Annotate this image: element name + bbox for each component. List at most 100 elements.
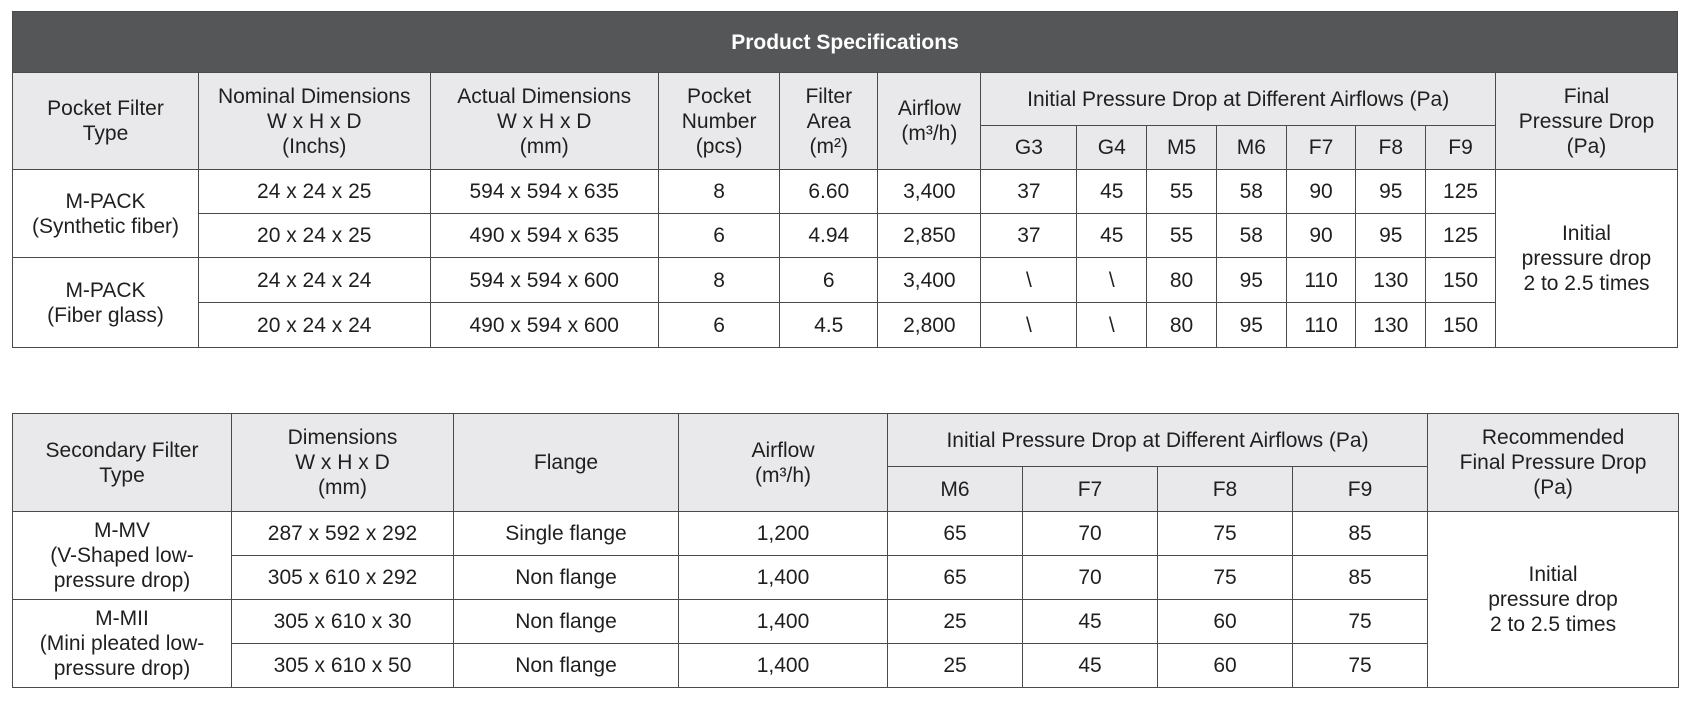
final-pressure-drop-cell: Initial pressure drop 2 to 2.5 times [1494, 169, 1679, 348]
pressure-drop-cell: 58 [1215, 169, 1287, 214]
nominal-dimensions-cell: 20 x 24 x 25 [198, 213, 431, 258]
pressure-drop-cell: 75 [1291, 643, 1429, 688]
table-row: 20 x 24 x 25 490 x 594 x 635 6 4.94 2,85… [13, 213, 1678, 258]
header-grade: F8 [1157, 466, 1293, 512]
pressure-drop-cell: 60 [1157, 643, 1293, 688]
airflow-cell: 1,400 [678, 643, 888, 688]
nominal-dimensions-cell: 24 x 24 x 25 [198, 169, 431, 214]
group-type: M-MV (V-Shaped low- pressure drop) [12, 511, 232, 600]
header-grade: F7 [1285, 125, 1357, 170]
dimensions-cell: 305 x 610 x 50 [231, 643, 454, 688]
table-row: M-PACK (Synthetic fiber) 24 x 24 x 25 59… [12, 169, 1679, 348]
header-pocket-number: Pocket Number (pcs) [657, 72, 781, 170]
actual-dimensions-cell: 490 x 594 x 635 [429, 213, 659, 258]
header-grade: F9 [1291, 466, 1429, 512]
table-row: M-PACK (Fiber glass) 24 x 24 x 24 594 x … [12, 257, 1678, 348]
pressure-drop-cell: 45 [1022, 599, 1158, 644]
flange-cell: Non flange [453, 643, 679, 688]
pressure-drop-cell: 45 [1076, 169, 1148, 214]
header-final-pressure-drop: Recommended Final Pressure Drop (Pa) [1427, 413, 1680, 512]
airflow-cell: 2,850 [877, 213, 982, 258]
flange-cell: Non flange [453, 555, 679, 600]
group-type: M-MII (Mini pleated low- pressure drop) [12, 599, 232, 688]
table-row: 305 x 610 x 292 Non flange 1,400 65 70 7… [13, 555, 1679, 600]
pressure-drop-cell: 75 [1291, 599, 1429, 644]
pressure-drop-cell: 130 [1355, 302, 1427, 348]
secondary-filter-spec-table: Secondary Filter Type Dimensions W x H x… [12, 413, 1680, 688]
table-row: 305 x 610 x 50 Non flange 1,400 25 45 60… [13, 643, 1679, 688]
header-grade: G4 [1076, 125, 1148, 170]
pressure-drop-cell: \ [980, 302, 1078, 348]
pressure-drop-cell: 110 [1285, 302, 1357, 348]
pocket-filter-spec-table: Product Specifications Pocket Filter Typ… [12, 11, 1679, 348]
header-actual-dimensions: Actual Dimensions W x H x D (mm) [429, 72, 659, 170]
header-final-pressure-drop: Final Pressure Drop (Pa) [1494, 72, 1679, 170]
flange-cell: Single flange [453, 511, 679, 556]
pressure-drop-cell: 58 [1215, 213, 1287, 258]
pressure-drop-cell: 110 [1285, 257, 1357, 303]
nominal-dimensions-cell: 24 x 24 x 24 [198, 257, 431, 303]
header-grade: F8 [1355, 125, 1427, 170]
airflow-cell: 1,400 [678, 555, 888, 600]
header-initial-pressure-drop: Initial Pressure Drop at Different Airfl… [886, 413, 1429, 467]
nominal-dimensions-cell: 20 x 24 x 24 [198, 302, 431, 348]
pressure-drop-cell: 70 [1022, 555, 1158, 600]
pocket-number-cell: 6 [657, 213, 781, 258]
table-row: 20 x 24 x 24 490 x 594 x 600 6 4.5 2,800… [13, 302, 1678, 348]
pressure-drop-cell: 65 [887, 555, 1023, 600]
filter-area-cell: 6 [779, 257, 879, 303]
pressure-drop-cell: 37 [980, 213, 1078, 258]
airflow-cell: 1,400 [678, 599, 888, 644]
pressure-drop-cell: 25 [887, 599, 1023, 644]
header-airflow: Airflow (m³/h) [678, 413, 888, 512]
pressure-drop-cell: 70 [1022, 511, 1158, 556]
airflow-cell: 3,400 [877, 257, 982, 303]
pocket-number-cell: 8 [657, 257, 781, 303]
dimensions-cell: 305 x 610 x 30 [231, 599, 454, 644]
header-grade: M6 [887, 466, 1023, 512]
table-title: Product Specifications [12, 11, 1678, 73]
pressure-drop-cell: 150 [1425, 302, 1496, 348]
pressure-drop-cell: 45 [1076, 213, 1148, 258]
filter-area-cell: 6.60 [779, 169, 879, 214]
pressure-drop-cell: \ [980, 257, 1078, 303]
table-row: M-MV (V-Shaped low- pressure drop) 287 x… [12, 511, 1680, 688]
pressure-drop-cell: 95 [1215, 302, 1287, 348]
pocket-number-cell: 8 [657, 169, 781, 214]
airflow-cell: 1,200 [678, 511, 888, 556]
pressure-drop-cell: 95 [1215, 257, 1287, 303]
group-type: M-PACK (Synthetic fiber) [12, 169, 199, 258]
header-grade: F7 [1022, 466, 1158, 512]
table-row: M-MII (Mini pleated low- pressure drop) … [12, 599, 1679, 688]
header-airflow: Airflow (m³/h) [877, 72, 982, 170]
header-grade: M6 [1215, 125, 1287, 170]
dimensions-cell: 287 x 592 x 292 [231, 511, 454, 556]
pressure-drop-cell: 75 [1157, 511, 1293, 556]
pressure-drop-cell: 85 [1291, 511, 1429, 556]
pressure-drop-cell: 95 [1355, 169, 1427, 214]
actual-dimensions-cell: 594 x 594 x 600 [429, 257, 659, 303]
header-initial-pressure-drop: Initial Pressure Drop at Different Airfl… [980, 72, 1496, 126]
airflow-cell: 3,400 [877, 169, 982, 214]
pressure-drop-cell: 55 [1146, 169, 1217, 214]
pressure-drop-cell: 90 [1285, 169, 1357, 214]
pressure-drop-cell: 125 [1425, 169, 1496, 214]
header-grade: M5 [1146, 125, 1217, 170]
pressure-drop-cell: 150 [1425, 257, 1496, 303]
pressure-drop-cell: 85 [1291, 555, 1429, 600]
pressure-drop-cell: 80 [1146, 302, 1217, 348]
filter-area-cell: 4.94 [779, 213, 879, 258]
pressure-drop-cell: 37 [980, 169, 1078, 214]
header-nominal-dimensions: Nominal Dimensions W x H x D (Inchs) [198, 72, 431, 170]
actual-dimensions-cell: 594 x 594 x 635 [429, 169, 659, 214]
header-flange: Flange [453, 413, 679, 512]
pressure-drop-cell: 90 [1285, 213, 1357, 258]
header-grade: G3 [980, 125, 1078, 170]
header-dimensions: Dimensions W x H x D (mm) [231, 413, 454, 512]
pressure-drop-cell: \ [1076, 302, 1148, 348]
pressure-drop-cell: 65 [887, 511, 1023, 556]
actual-dimensions-cell: 490 x 594 x 600 [429, 302, 659, 348]
pressure-drop-cell: 130 [1355, 257, 1427, 303]
pressure-drop-cell: 25 [887, 643, 1023, 688]
pocket-number-cell: 6 [657, 302, 781, 348]
